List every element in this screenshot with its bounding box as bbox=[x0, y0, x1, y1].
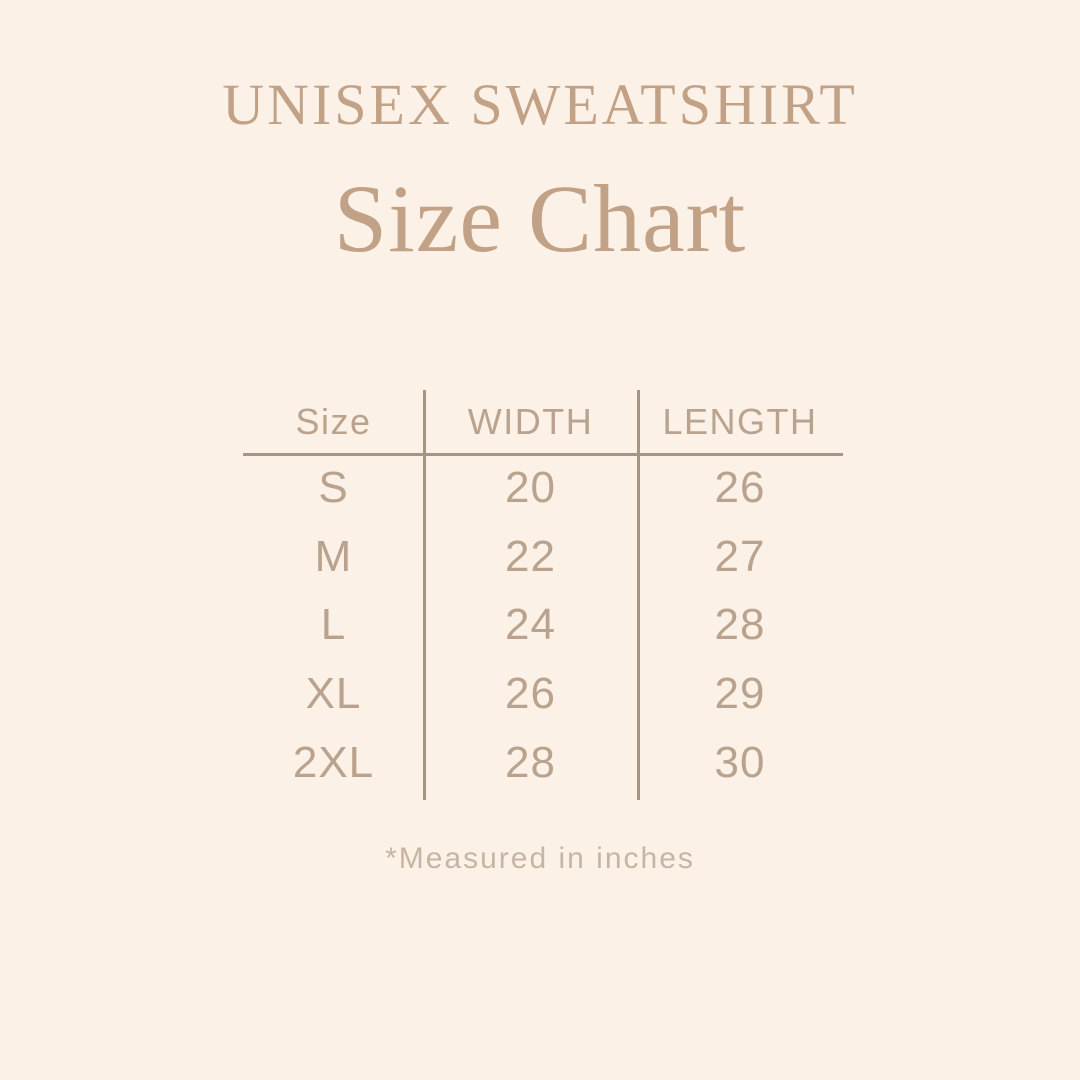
length-cell: 27 bbox=[714, 531, 766, 581]
length-cell: 26 bbox=[714, 463, 766, 513]
column-divider-line bbox=[637, 390, 640, 800]
width-cell: 22 bbox=[505, 531, 556, 581]
size-table-grid: Size WIDTH LENGTH S 20 26 M 22 27 L 24 2… bbox=[243, 390, 843, 800]
product-name-heading: UNISEX SWEATSHIRT bbox=[222, 72, 858, 137]
measurement-note: *Measured in inches bbox=[385, 842, 695, 875]
header-rule-line bbox=[243, 453, 843, 456]
width-cell: 26 bbox=[505, 669, 556, 719]
width-cell: 28 bbox=[505, 737, 556, 787]
size-cell: S bbox=[318, 463, 349, 513]
width-cell: 20 bbox=[505, 463, 556, 513]
length-cell: 28 bbox=[714, 600, 766, 650]
column-header-size: Size bbox=[295, 401, 372, 442]
column-header-width: WIDTH bbox=[467, 401, 594, 442]
length-cell: 29 bbox=[714, 669, 766, 719]
size-table: Size WIDTH LENGTH S 20 26 M 22 27 L 24 2… bbox=[243, 390, 843, 800]
width-cell: 24 bbox=[505, 600, 556, 650]
size-cell: XL bbox=[305, 669, 362, 719]
length-cell: 30 bbox=[714, 737, 766, 787]
size-cell: 2XL bbox=[292, 737, 375, 787]
column-divider-line bbox=[423, 390, 426, 800]
size-cell: M bbox=[314, 531, 353, 581]
size-cell: L bbox=[320, 600, 347, 650]
column-header-length: LENGTH bbox=[662, 401, 818, 442]
page-title: Size Chart bbox=[333, 165, 747, 272]
